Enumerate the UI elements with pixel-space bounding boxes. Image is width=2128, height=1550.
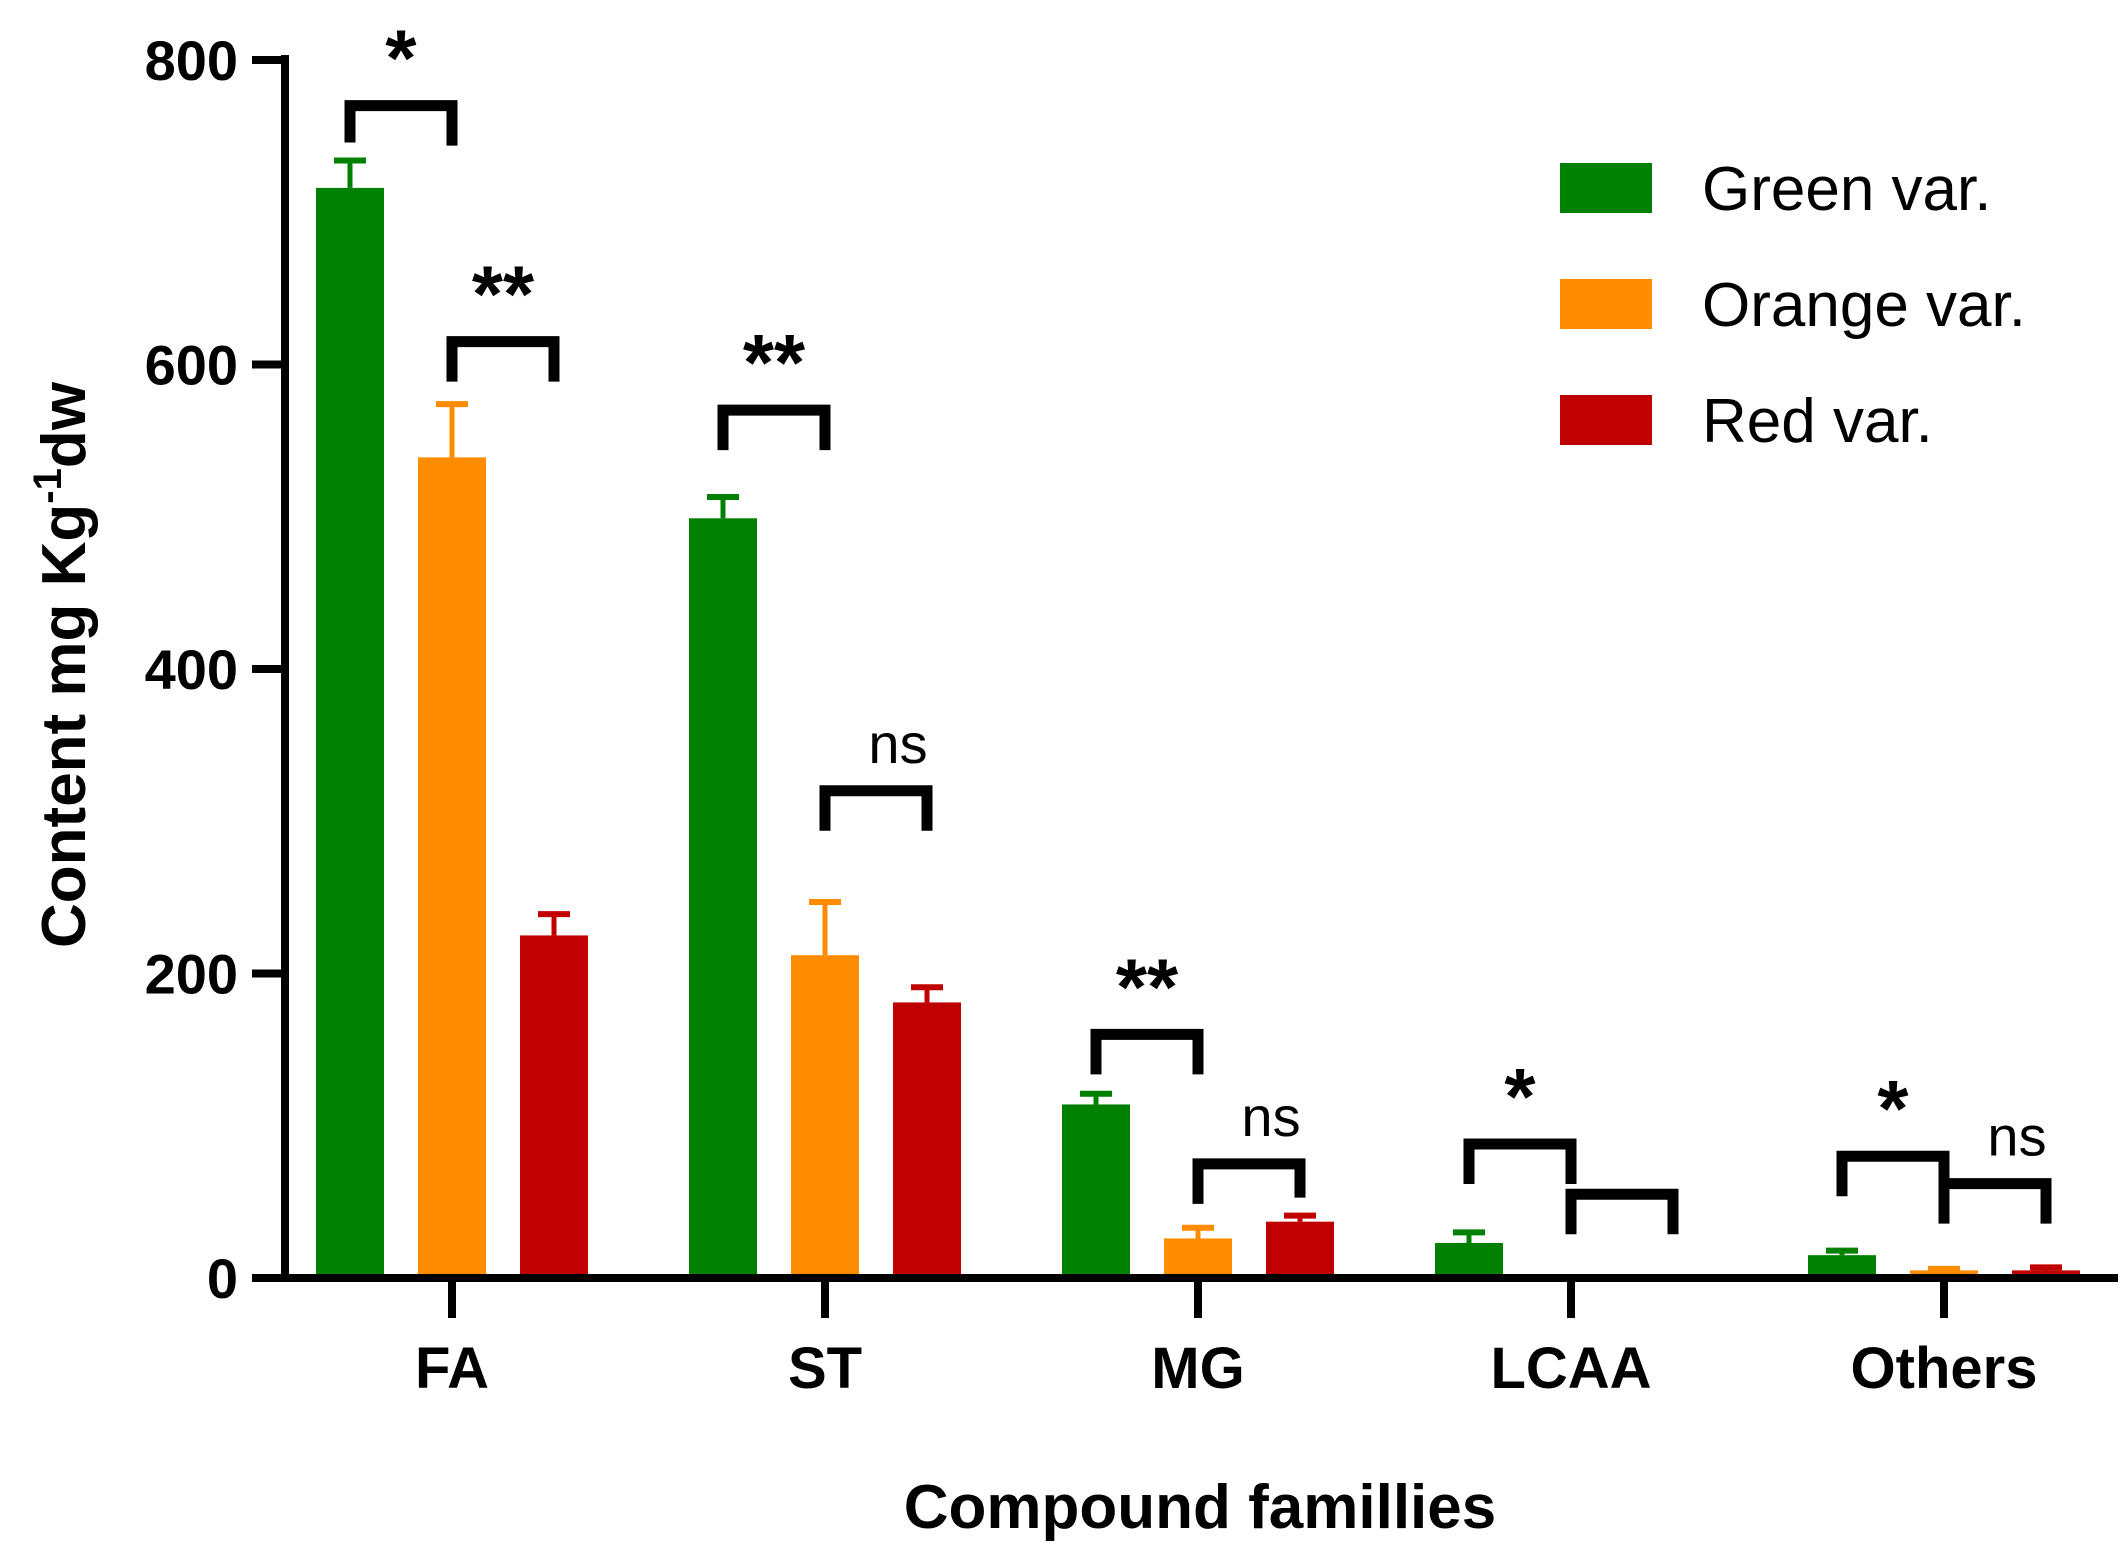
bar-mg-series-1 bbox=[1062, 1104, 1130, 1278]
significance-label-9: * bbox=[1877, 1064, 1909, 1153]
significance-bracket-4 bbox=[819, 785, 933, 831]
x-tick-label-mg: MG bbox=[1151, 1336, 1244, 1401]
bar-others-series-1 bbox=[1808, 1255, 1876, 1278]
legend-swatch-3 bbox=[1560, 395, 1652, 445]
x-axis-title: Compound famillies bbox=[904, 1473, 1496, 1542]
bar-st-series-1 bbox=[689, 518, 757, 1278]
legend-label-1: Green var. bbox=[1702, 155, 1991, 224]
y-tick-label-0: 0 bbox=[207, 1247, 238, 1310]
bar-fa-series-1 bbox=[316, 187, 384, 1278]
legend-swatch-2 bbox=[1560, 279, 1652, 329]
legend-swatch-1 bbox=[1560, 163, 1652, 213]
y-axis-title-tail: dw bbox=[30, 381, 99, 468]
legend-label-3: Red var. bbox=[1702, 387, 1933, 456]
significance-label-5: ** bbox=[1116, 942, 1179, 1031]
y-axis-title-superscript: -1 bbox=[26, 468, 70, 504]
significance-label-6: ns bbox=[1241, 1085, 1300, 1148]
y-tick-label-800: 800 bbox=[145, 29, 238, 92]
bar-lcaa-series-1 bbox=[1435, 1242, 1503, 1278]
x-ticks: FA ST MG LCAA Others bbox=[415, 1278, 2038, 1401]
bar-st-series-2 bbox=[791, 955, 859, 1278]
significance-label-7: * bbox=[1504, 1052, 1536, 1141]
significance-label-10: ns bbox=[1987, 1105, 2046, 1168]
significance-bracket-1 bbox=[344, 100, 458, 146]
y-tick-label-600: 600 bbox=[145, 334, 238, 397]
significance-bracket-7 bbox=[1463, 1138, 1577, 1185]
legend-label-2: Orange var. bbox=[1702, 271, 2026, 340]
bar-mg-series-3 bbox=[1266, 1221, 1334, 1278]
significance-label-1: * bbox=[385, 14, 417, 103]
significance-bracket-9 bbox=[1836, 1150, 1950, 1197]
bar-st-series-3 bbox=[893, 1002, 961, 1278]
significance-bracket-8 bbox=[1565, 1188, 1679, 1235]
y-axis-title: Content mg Kg-1dw bbox=[26, 381, 99, 948]
significance-brackets: *****ns**ns * * ns bbox=[344, 14, 2052, 1235]
x-tick-label-st: ST bbox=[788, 1336, 862, 1401]
significance-label-3: ** bbox=[743, 318, 806, 407]
significance-bracket-2 bbox=[446, 336, 560, 382]
significance-bracket-10 bbox=[1938, 1178, 2052, 1224]
significance-label-2: ** bbox=[472, 250, 535, 339]
x-tick-label-others: Others bbox=[1851, 1336, 2038, 1401]
significance-bracket-5 bbox=[1090, 1028, 1204, 1075]
legend: Green var. Orange var. Red var. bbox=[1560, 155, 2026, 456]
bar-fa-series-3 bbox=[520, 935, 588, 1278]
y-axis-title-main: Content mg Kg bbox=[30, 504, 99, 948]
significance-bracket-6 bbox=[1192, 1158, 1306, 1204]
x-tick-label-fa: FA bbox=[415, 1336, 489, 1401]
y-tick-label-400: 400 bbox=[145, 638, 238, 701]
x-tick-label-lcaa: LCAA bbox=[1490, 1336, 1651, 1401]
significance-bracket-3 bbox=[717, 404, 831, 451]
y-ticks: 0 200 400 600 800 bbox=[145, 29, 285, 1310]
bar-mg-series-2 bbox=[1164, 1238, 1232, 1278]
y-tick-label-200: 200 bbox=[145, 943, 238, 1006]
significance-label-4: ns bbox=[868, 712, 927, 775]
bar-fa-series-2 bbox=[418, 457, 486, 1278]
